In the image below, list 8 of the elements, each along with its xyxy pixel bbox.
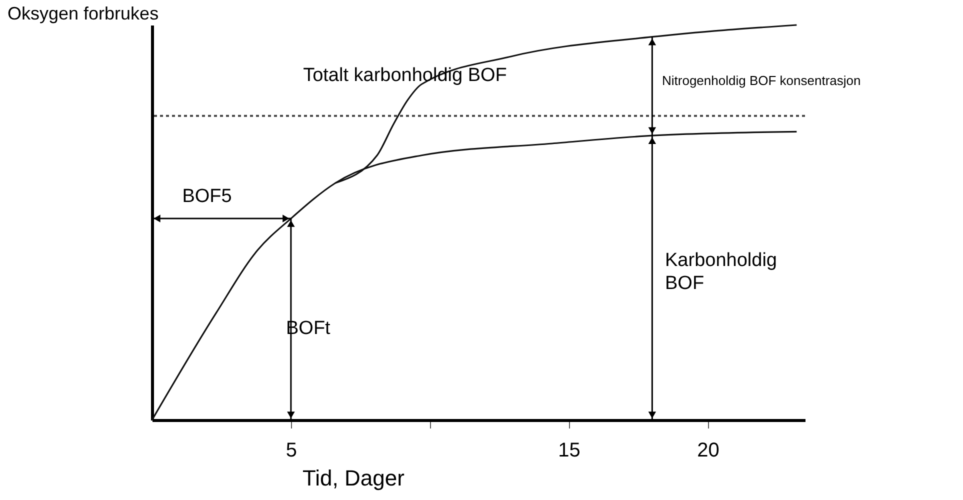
annotation: BOF5 — [182, 186, 232, 207]
x-axis-title: Tid, Dager — [302, 466, 404, 490]
annotation: Karbonholdig BOF — [665, 250, 777, 294]
x-tick-label: 5 — [286, 440, 297, 462]
x-tick-label: 15 — [558, 440, 580, 462]
x-tick-label: 20 — [697, 440, 720, 462]
annotation: Nitrogenholdig BOF konsentrasjon — [662, 73, 861, 88]
y-axis-title: Oksygen forbrukes — [8, 4, 159, 24]
